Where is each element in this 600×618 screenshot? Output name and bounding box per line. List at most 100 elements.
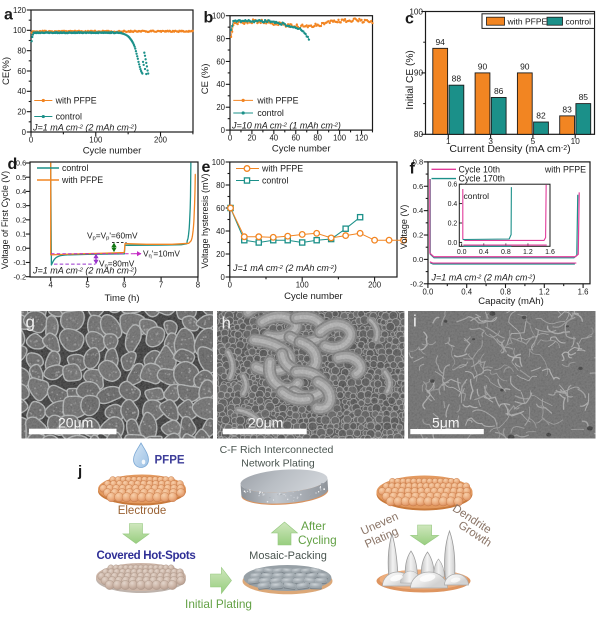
svg-text:80: 80 <box>414 130 424 139</box>
svg-text:60: 60 <box>216 204 225 213</box>
svg-text:90: 90 <box>414 69 424 78</box>
svg-text:with PFPE: with PFPE <box>544 164 586 174</box>
svg-text:0.5: 0.5 <box>16 173 26 182</box>
svg-text:100: 100 <box>333 134 347 143</box>
svg-text:80: 80 <box>313 134 322 143</box>
svg-text:0.4: 0.4 <box>413 206 424 215</box>
svg-text:100: 100 <box>212 12 226 21</box>
svg-text:0.2: 0.2 <box>413 231 424 240</box>
svg-text:60: 60 <box>216 57 225 66</box>
svg-text:Network Plating: Network Plating <box>241 458 315 470</box>
svg-text:60: 60 <box>17 67 26 76</box>
svg-text:94: 94 <box>435 37 445 47</box>
svg-text:Vp=Vp'=60mV: Vp=Vp'=60mV <box>87 231 138 242</box>
svg-text:0.0: 0.0 <box>448 240 458 247</box>
svg-text:100: 100 <box>13 26 27 35</box>
svg-text:C-F Rich Interconnected: C-F Rich Interconnected <box>220 444 334 456</box>
svg-text:80: 80 <box>17 47 26 56</box>
svg-text:0.1: 0.1 <box>16 230 26 239</box>
svg-text:200: 200 <box>154 136 168 145</box>
svg-text:h: h <box>222 314 231 333</box>
svg-text:100: 100 <box>296 281 310 290</box>
svg-text:100: 100 <box>212 158 226 167</box>
svg-text:0.0: 0.0 <box>16 244 26 253</box>
svg-text:20: 20 <box>248 134 257 143</box>
svg-text:Time (h): Time (h) <box>104 293 139 304</box>
svg-text:-0.1: -0.1 <box>13 258 26 267</box>
svg-text:4: 4 <box>49 281 54 290</box>
svg-text:40: 40 <box>216 227 225 236</box>
svg-text:0: 0 <box>220 273 225 282</box>
svg-text:200: 200 <box>368 281 382 290</box>
svg-text:control: control <box>257 108 283 118</box>
svg-text:80: 80 <box>216 34 225 43</box>
svg-text:82: 82 <box>536 111 546 121</box>
svg-text:100: 100 <box>409 7 423 16</box>
svg-text:80: 80 <box>216 181 225 190</box>
svg-text:Initial Plating: Initial Plating <box>185 597 252 611</box>
svg-text:1.6: 1.6 <box>545 249 555 256</box>
svg-text:Cycle 10th: Cycle 10th <box>459 164 501 174</box>
svg-text:with PFPE: with PFPE <box>55 96 97 106</box>
svg-text:c: c <box>405 11 414 28</box>
svg-text:-0.2: -0.2 <box>410 279 423 288</box>
svg-text:20: 20 <box>17 108 26 117</box>
svg-text:PFPE: PFPE <box>155 455 185 467</box>
svg-text:6: 6 <box>122 281 126 290</box>
svg-text:control: control <box>56 112 82 122</box>
svg-text:90: 90 <box>478 61 488 71</box>
svg-text:J=1 mA cm-2 (2 mAh cm-2): J=1 mA cm-2 (2 mAh cm-2) <box>232 263 337 273</box>
svg-text:0.3: 0.3 <box>16 201 26 210</box>
svg-text:20μm: 20μm <box>248 415 283 431</box>
svg-text:3: 3 <box>488 137 493 146</box>
svg-text:Electrode: Electrode <box>118 505 167 517</box>
svg-text:f: f <box>410 161 416 178</box>
svg-text:b: b <box>204 10 214 27</box>
svg-text:40: 40 <box>269 134 278 143</box>
svg-text:20μm: 20μm <box>58 415 93 431</box>
svg-text:CE (%): CE (%) <box>200 64 211 95</box>
svg-text:d: d <box>8 156 18 173</box>
svg-text:1.6: 1.6 <box>578 287 589 296</box>
svg-text:85: 85 <box>579 92 589 102</box>
svg-text:90: 90 <box>520 61 530 71</box>
svg-text:1: 1 <box>446 137 451 146</box>
svg-text:5: 5 <box>531 137 536 146</box>
svg-text:0: 0 <box>221 126 226 135</box>
svg-text:100: 100 <box>89 136 103 145</box>
svg-text:g: g <box>26 313 35 332</box>
svg-text:120: 120 <box>355 134 369 143</box>
svg-text:J=1 mA cm-2 (2 mAh cm-2): J=1 mA cm-2 (2 mAh cm-2) <box>431 273 536 283</box>
svg-text:Vη'=10mV: Vη'=10mV <box>143 249 180 260</box>
svg-text:Capacity (mAh): Capacity (mAh) <box>478 296 543 307</box>
svg-text:-0.2: -0.2 <box>13 272 26 281</box>
svg-text:5: 5 <box>85 281 90 290</box>
svg-text:Cycle number: Cycle number <box>83 146 142 157</box>
svg-text:Vη=80mV: Vη=80mV <box>99 258 135 269</box>
svg-text:40: 40 <box>17 87 26 96</box>
svg-text:0.4: 0.4 <box>16 187 26 196</box>
svg-text:Mosaic-Packing: Mosaic-Packing <box>249 550 327 562</box>
svg-text:7: 7 <box>159 281 163 290</box>
svg-text:0.4: 0.4 <box>461 287 473 296</box>
svg-text:Covered Hot-Spots: Covered Hot-Spots <box>96 550 195 562</box>
svg-text:0.2: 0.2 <box>448 220 458 227</box>
svg-text:0: 0 <box>228 281 233 290</box>
svg-text:10: 10 <box>571 137 581 146</box>
svg-text:with PFPE: with PFPE <box>261 164 303 174</box>
svg-text:0.2: 0.2 <box>16 215 26 224</box>
svg-text:J=10 mA cm-2 (1 mAh cm-2): J=10 mA cm-2 (1 mAh cm-2) <box>231 121 341 131</box>
svg-text:Initial CE (%): Initial CE (%) <box>405 50 416 109</box>
svg-text:0.8: 0.8 <box>413 158 424 167</box>
svg-text:Voltage (V): Voltage (V) <box>399 205 409 250</box>
svg-text:control: control <box>62 163 88 173</box>
svg-text:Cycle number: Cycle number <box>284 291 343 302</box>
svg-text:1.2: 1.2 <box>523 249 533 256</box>
svg-text:with PFPE: with PFPE <box>256 95 298 105</box>
svg-text:0.8: 0.8 <box>500 287 511 296</box>
svg-text:J=1 mA cm-2 (2 mAh cm-2): J=1 mA cm-2 (2 mAh cm-2) <box>32 266 137 276</box>
svg-text:Voltage hysteresis (mV): Voltage hysteresis (mV) <box>200 173 210 268</box>
svg-text:86: 86 <box>494 86 504 96</box>
svg-text:Current Density (mA cm-2): Current Density (mA cm-2) <box>449 143 570 155</box>
svg-text:J=1 mA cm-2 (2 mAh cm-2): J=1 mA cm-2 (2 mAh cm-2) <box>32 123 137 133</box>
